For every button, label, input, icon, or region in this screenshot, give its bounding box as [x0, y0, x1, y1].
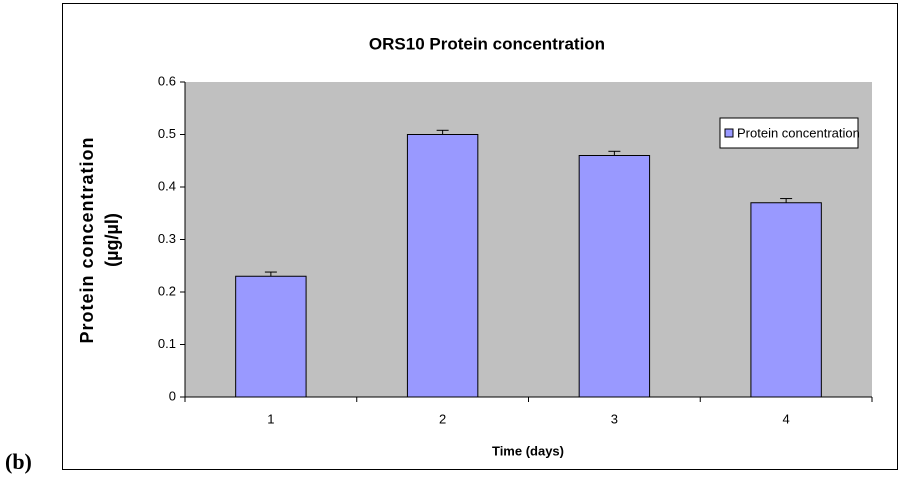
y-tick-label: 0.6 — [158, 73, 176, 88]
bar — [750, 202, 822, 398]
bar — [578, 155, 651, 398]
x-tick-label: 3 — [611, 411, 618, 426]
y-axis-label: (µg/µl) — [102, 213, 122, 267]
y-tick-label: 0.3 — [158, 231, 176, 246]
x-tick-label: 1 — [267, 411, 274, 426]
y-axis-label: Protein concentration — [77, 136, 97, 343]
panel-label: (b) — [5, 449, 32, 474]
x-tick-label: 4 — [783, 411, 790, 426]
y-tick-label: 0.1 — [158, 336, 176, 351]
y-tick-label: 0.4 — [158, 178, 176, 193]
y-tick-label: 0.2 — [158, 283, 176, 298]
bar — [235, 275, 307, 398]
chart-title: ORS10 Protein concentration — [369, 34, 605, 53]
legend-box — [719, 117, 859, 149]
legend-swatch — [724, 128, 734, 138]
y-tick-label: 0.5 — [158, 126, 176, 141]
y-tick-label: 0 — [169, 388, 176, 403]
legend-label: Protein concentration — [737, 125, 860, 140]
x-axis-label: Time (days) — [492, 443, 564, 458]
bar — [406, 134, 479, 398]
x-tick-label: 2 — [439, 411, 446, 426]
